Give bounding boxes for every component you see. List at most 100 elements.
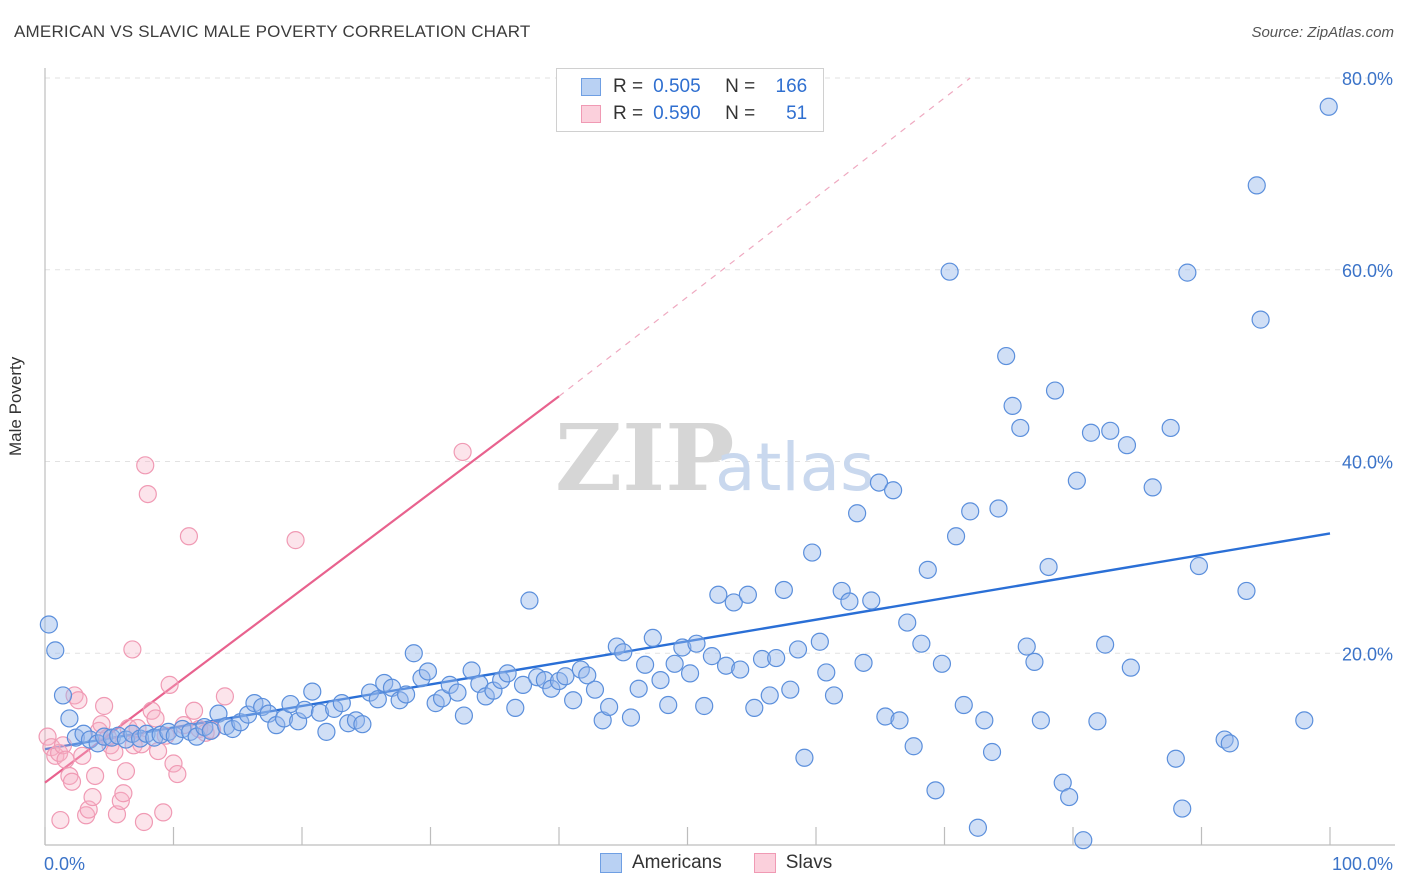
americans-point — [621, 708, 641, 727]
slavs-trend-extension — [558, 77, 971, 397]
americans-point — [267, 716, 286, 735]
americans-point — [440, 675, 459, 694]
americans-point — [795, 748, 814, 767]
americans-point — [912, 634, 931, 653]
americans-point — [731, 660, 750, 679]
slavs-point — [114, 784, 133, 803]
legend-r-value: 0.590 — [653, 103, 701, 124]
americans-point — [760, 686, 779, 705]
slavs-point — [134, 812, 154, 832]
slavs-point — [146, 709, 165, 728]
americans-point — [883, 481, 903, 500]
americans-point — [1161, 418, 1180, 438]
americans-point — [102, 728, 121, 747]
americans-point — [556, 667, 575, 686]
americans-point — [1003, 396, 1022, 415]
americans-point — [968, 818, 988, 837]
americans-point — [869, 473, 889, 492]
americans-point — [1173, 799, 1192, 818]
slavs-point — [215, 687, 234, 706]
americans-point — [635, 655, 655, 674]
legend-r-value: 0.505 — [653, 76, 701, 97]
americans-point — [1166, 749, 1185, 768]
americans-point — [940, 262, 959, 281]
americans-point — [46, 641, 65, 660]
slavs-point — [62, 772, 82, 791]
americans-point — [578, 666, 597, 685]
series-legend: Americans Slavs — [600, 852, 864, 874]
slavs-legend-label: Slavs — [785, 852, 833, 873]
y-axis-label: Male Poverty — [6, 356, 25, 456]
americans-point — [848, 504, 867, 523]
slavs-points — [38, 442, 472, 832]
slavs-point — [95, 696, 114, 716]
americans-point — [39, 615, 58, 634]
chart-title: AMERICAN VS SLAVIC MALE POVERTY CORRELAT… — [14, 22, 531, 41]
americans-point — [1045, 381, 1065, 400]
americans-point — [890, 711, 909, 730]
americans-point — [840, 592, 859, 611]
y-tick-label: 80.0% — [1342, 69, 1393, 89]
americans-point — [709, 585, 728, 604]
americans-point — [396, 685, 416, 704]
americans-point — [1237, 581, 1256, 601]
americans-point — [767, 648, 786, 668]
americans-point — [1067, 471, 1086, 490]
axes — [44, 68, 1395, 846]
stats-legend: R = 0.505 N = 166 R = 0.590 N = 51 — [556, 68, 824, 132]
americans-point — [1251, 310, 1270, 329]
slavs-trend-line — [44, 395, 560, 784]
legend-r-label: R = — [613, 103, 644, 124]
americans-point — [946, 527, 966, 546]
americans-point — [695, 696, 714, 716]
americans-point — [492, 670, 511, 690]
legend-item-americans: Americans — [600, 852, 722, 874]
americans-point — [665, 654, 684, 673]
americans-point — [788, 640, 808, 659]
americans-point — [716, 656, 736, 675]
slavs-point — [164, 754, 183, 773]
americans-point — [1017, 637, 1036, 656]
slavs-swatch — [581, 105, 601, 123]
americans-point — [1031, 711, 1050, 730]
slavs-point — [286, 531, 305, 550]
americans-point — [817, 663, 836, 682]
americans-point — [60, 709, 79, 728]
americans-point — [1101, 421, 1120, 440]
americans-point — [774, 580, 793, 600]
americans-legend-swatch — [600, 853, 622, 873]
americans-point — [454, 706, 474, 725]
slavs-point — [83, 787, 102, 807]
americans-point — [862, 591, 881, 610]
legend-row-americans: R = 0.505 N = 166 — [581, 74, 807, 100]
watermark-zip: ZIP — [555, 404, 734, 512]
americans-point — [1025, 652, 1044, 671]
americans-point — [954, 695, 973, 715]
americans-point — [687, 634, 706, 653]
slavs-point — [168, 764, 187, 784]
y-tick-label: 40.0% — [1342, 453, 1393, 473]
slavs-point — [179, 527, 199, 546]
americans-point — [738, 585, 757, 604]
slavs-point — [453, 442, 472, 462]
americans-point — [1295, 711, 1314, 730]
slavs-point — [38, 727, 57, 746]
legend-item-slavs: Slavs — [753, 852, 833, 874]
slavs-point — [160, 675, 179, 694]
americans-point — [1178, 263, 1197, 282]
americans-point — [506, 698, 525, 717]
americans-point — [781, 680, 800, 699]
americans-point — [448, 683, 467, 702]
slavs-point — [86, 766, 105, 786]
americans-legend-label: Americans — [632, 852, 722, 873]
americans-point — [1074, 831, 1093, 850]
americans-point — [673, 638, 692, 657]
americans-point — [238, 705, 258, 724]
slavs-point — [116, 762, 136, 781]
legend-n-label: N = — [725, 76, 756, 97]
americans-point — [989, 499, 1008, 518]
slavs-point — [56, 750, 75, 769]
americans-point — [1319, 97, 1338, 116]
americans-point — [898, 613, 917, 632]
